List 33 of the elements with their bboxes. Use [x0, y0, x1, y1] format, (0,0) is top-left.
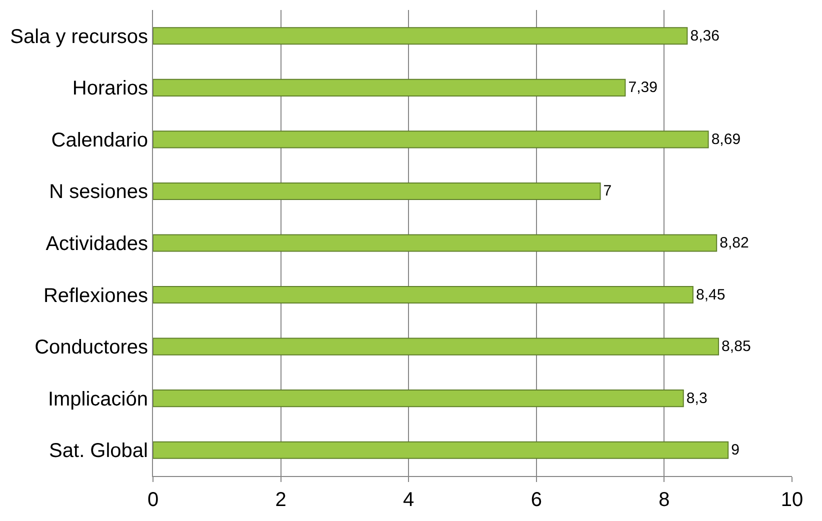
y-tick-label: Calendario [51, 129, 148, 152]
y-tick-label: Sala y recursos [10, 26, 148, 48]
y-tick-label: Sat. Global [49, 440, 148, 462]
x-tick-label: 6 [530, 489, 542, 511]
y-tick-label: Implicación [48, 388, 148, 410]
bar [153, 27, 688, 45]
bar [153, 338, 720, 356]
y-tick-label: Reflexiones [43, 284, 148, 307]
data-label: 8,82 [720, 234, 749, 252]
x-tick-label: 4 [403, 489, 414, 511]
bar [153, 182, 601, 200]
data-label: 7 [603, 182, 612, 200]
y-tick-label: Horarios [72, 78, 148, 100]
x-tick-label: 2 [275, 489, 286, 511]
y-tick-label: Conductores [34, 336, 148, 359]
data-label: 8,45 [696, 286, 726, 304]
y-tick-label: Actividades [46, 233, 148, 255]
bar [153, 441, 729, 459]
data-label: 8,36 [690, 27, 720, 44]
bar [153, 234, 718, 252]
x-tick-label: 0 [147, 489, 159, 511]
data-label: 9 [731, 442, 740, 459]
y-tick-label: N sesiones [49, 181, 148, 204]
bar [153, 286, 694, 304]
bar [153, 78, 626, 96]
data-label: 7,39 [628, 79, 658, 96]
x-tick-label: 8 [658, 489, 670, 511]
data-label: 8,85 [722, 338, 751, 356]
bar [153, 130, 709, 148]
bar [153, 390, 684, 408]
x-tick-label: 10 [780, 489, 804, 511]
data-label: 8,69 [711, 130, 741, 148]
data-label: 8,3 [686, 390, 708, 407]
